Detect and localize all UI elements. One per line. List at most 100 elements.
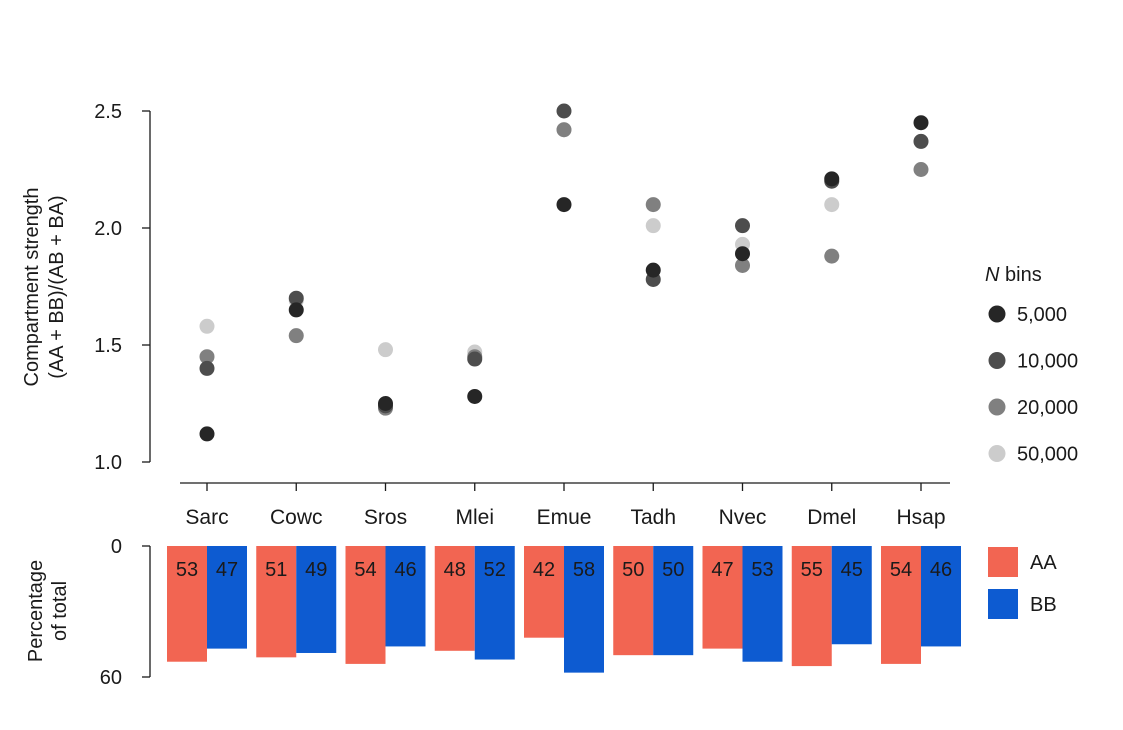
category-label: Mlei: [455, 506, 494, 529]
bar-value-label: 47: [216, 559, 238, 581]
bar-bb: [207, 546, 247, 649]
bar-value-label: 47: [711, 559, 733, 581]
scatter-point: [199, 360, 215, 376]
scatter-point: [288, 302, 304, 318]
bar-value-label: 50: [622, 559, 644, 581]
scatter-point: [199, 318, 215, 334]
bar-bb: [296, 546, 337, 653]
scatter-y-tick-label: 2.0: [94, 218, 122, 240]
bar-value-label: 48: [444, 559, 466, 581]
category-label: Cowc: [270, 506, 323, 529]
bar-bb: [385, 546, 426, 647]
legend-swatch: [988, 589, 1018, 619]
bar-bb: [474, 546, 515, 660]
scatter-point: [556, 197, 572, 213]
bar-value-label: 45: [841, 559, 863, 581]
legend-marker: [988, 352, 1006, 369]
bar-value-label: 49: [305, 559, 327, 581]
bar-bb: [831, 546, 872, 645]
bar-legend: AA BB: [988, 547, 1057, 619]
bar-value-label: 55: [801, 559, 823, 581]
bar-aa: [167, 546, 207, 662]
legend-title-italic: N: [985, 264, 1000, 286]
scatter-point: [556, 122, 572, 138]
scatter-y-tick-label: 1.5: [94, 335, 122, 357]
scatter-y-axis-title-line2: (AA + BB)/(AB + BA): [46, 195, 68, 378]
scatter-panel: 1.0 1.5 2.0 2.5 Sarc Cowc Sros Mlei Emue Tadh Nve…: [21, 101, 950, 529]
bar-value-label: 54: [890, 559, 912, 581]
scatter-y-tick-label: 1.0: [94, 452, 122, 474]
bar-aa: [791, 546, 832, 667]
scatter-point: [824, 171, 840, 187]
legend-title: N bins: [985, 264, 1042, 286]
legend-label: 10,000: [1017, 351, 1078, 373]
scatter-point: [288, 290, 304, 306]
category-label: Hsap: [896, 506, 945, 529]
scatter-point: [556, 103, 572, 119]
scatter-point: [913, 115, 929, 131]
scatter-y-tick-label: 2.5: [94, 101, 122, 123]
legend-label: 50,000: [1017, 444, 1078, 466]
category-label: Emue: [537, 506, 592, 529]
category-label: Sarc: [185, 506, 228, 529]
scatter-point: [735, 257, 750, 273]
legend-swatch: [988, 547, 1018, 577]
bar-aa: [524, 546, 564, 638]
scatter-y-axis-title-line1: Compartment strength: [21, 188, 43, 387]
scatter-point: [645, 218, 661, 234]
scatter-point: [645, 197, 661, 213]
legend-label: AA: [1030, 552, 1057, 574]
category-label: Nvec: [719, 506, 767, 529]
legend-label: BB: [1030, 594, 1057, 616]
scatter-point: [378, 396, 393, 411]
bar-value-label: 53: [751, 559, 773, 581]
bar-bb: [564, 546, 604, 673]
bar-value-label: 42: [533, 559, 555, 581]
scatter-point: [199, 349, 215, 365]
bar-aa: [613, 546, 654, 656]
scatter-point: [467, 388, 483, 404]
bar-value-label: 53: [176, 559, 198, 581]
scatter-point: [645, 262, 661, 278]
scatter-point: [467, 351, 483, 367]
bar-bb: [742, 546, 783, 662]
bar-aa: [702, 546, 743, 649]
bar-aa: [345, 546, 386, 664]
scatter-point: [735, 246, 750, 262]
legend-label: 5,000: [1017, 304, 1067, 326]
category-label: Sros: [364, 506, 407, 529]
category-label: Tadh: [630, 506, 676, 529]
bar-bb: [653, 546, 694, 656]
bar-value-label: 58: [573, 559, 595, 581]
legend-marker: [988, 445, 1006, 462]
scatter-point: [199, 426, 215, 442]
bar-aa: [434, 546, 475, 651]
category-label: Dmel: [807, 506, 856, 529]
bar-value-label: 54: [354, 559, 376, 581]
bar-aa: [881, 546, 921, 664]
scatter-point: [288, 328, 304, 344]
bar-value-label: 46: [930, 559, 952, 581]
scatter-point: [913, 162, 929, 177]
scatter-point: [824, 197, 840, 213]
legend-marker: [988, 398, 1006, 416]
scatter-point: [735, 218, 750, 234]
legend-label: 20,000: [1017, 397, 1078, 419]
bar-value-label: 46: [394, 559, 416, 581]
bar-value-label: 51: [265, 559, 287, 581]
bar-value-label: 52: [484, 559, 506, 581]
bar-y-axis-title-line2: of total: [49, 581, 71, 641]
scatter-legend: N bins 5,000 10,000 20,000 50,000: [985, 264, 1078, 466]
scatter-point: [824, 248, 840, 264]
bar-y-axis-title-line1: Percentage: [25, 560, 47, 662]
bar-aa: [256, 546, 297, 658]
bar-bb: [921, 546, 961, 647]
scatter-point: [913, 133, 929, 149]
scatter-point: [378, 342, 393, 358]
legend-marker: [988, 305, 1006, 323]
bar-panel: 0 60 53 47 51 49 54 46 48 52 42 58 50 50 47 53 55 45 54 46…: [25, 536, 961, 689]
legend-title-rest: bins: [999, 264, 1041, 286]
bar-value-label: 50: [662, 559, 684, 581]
bar-y-tick-label: 60: [100, 667, 122, 689]
